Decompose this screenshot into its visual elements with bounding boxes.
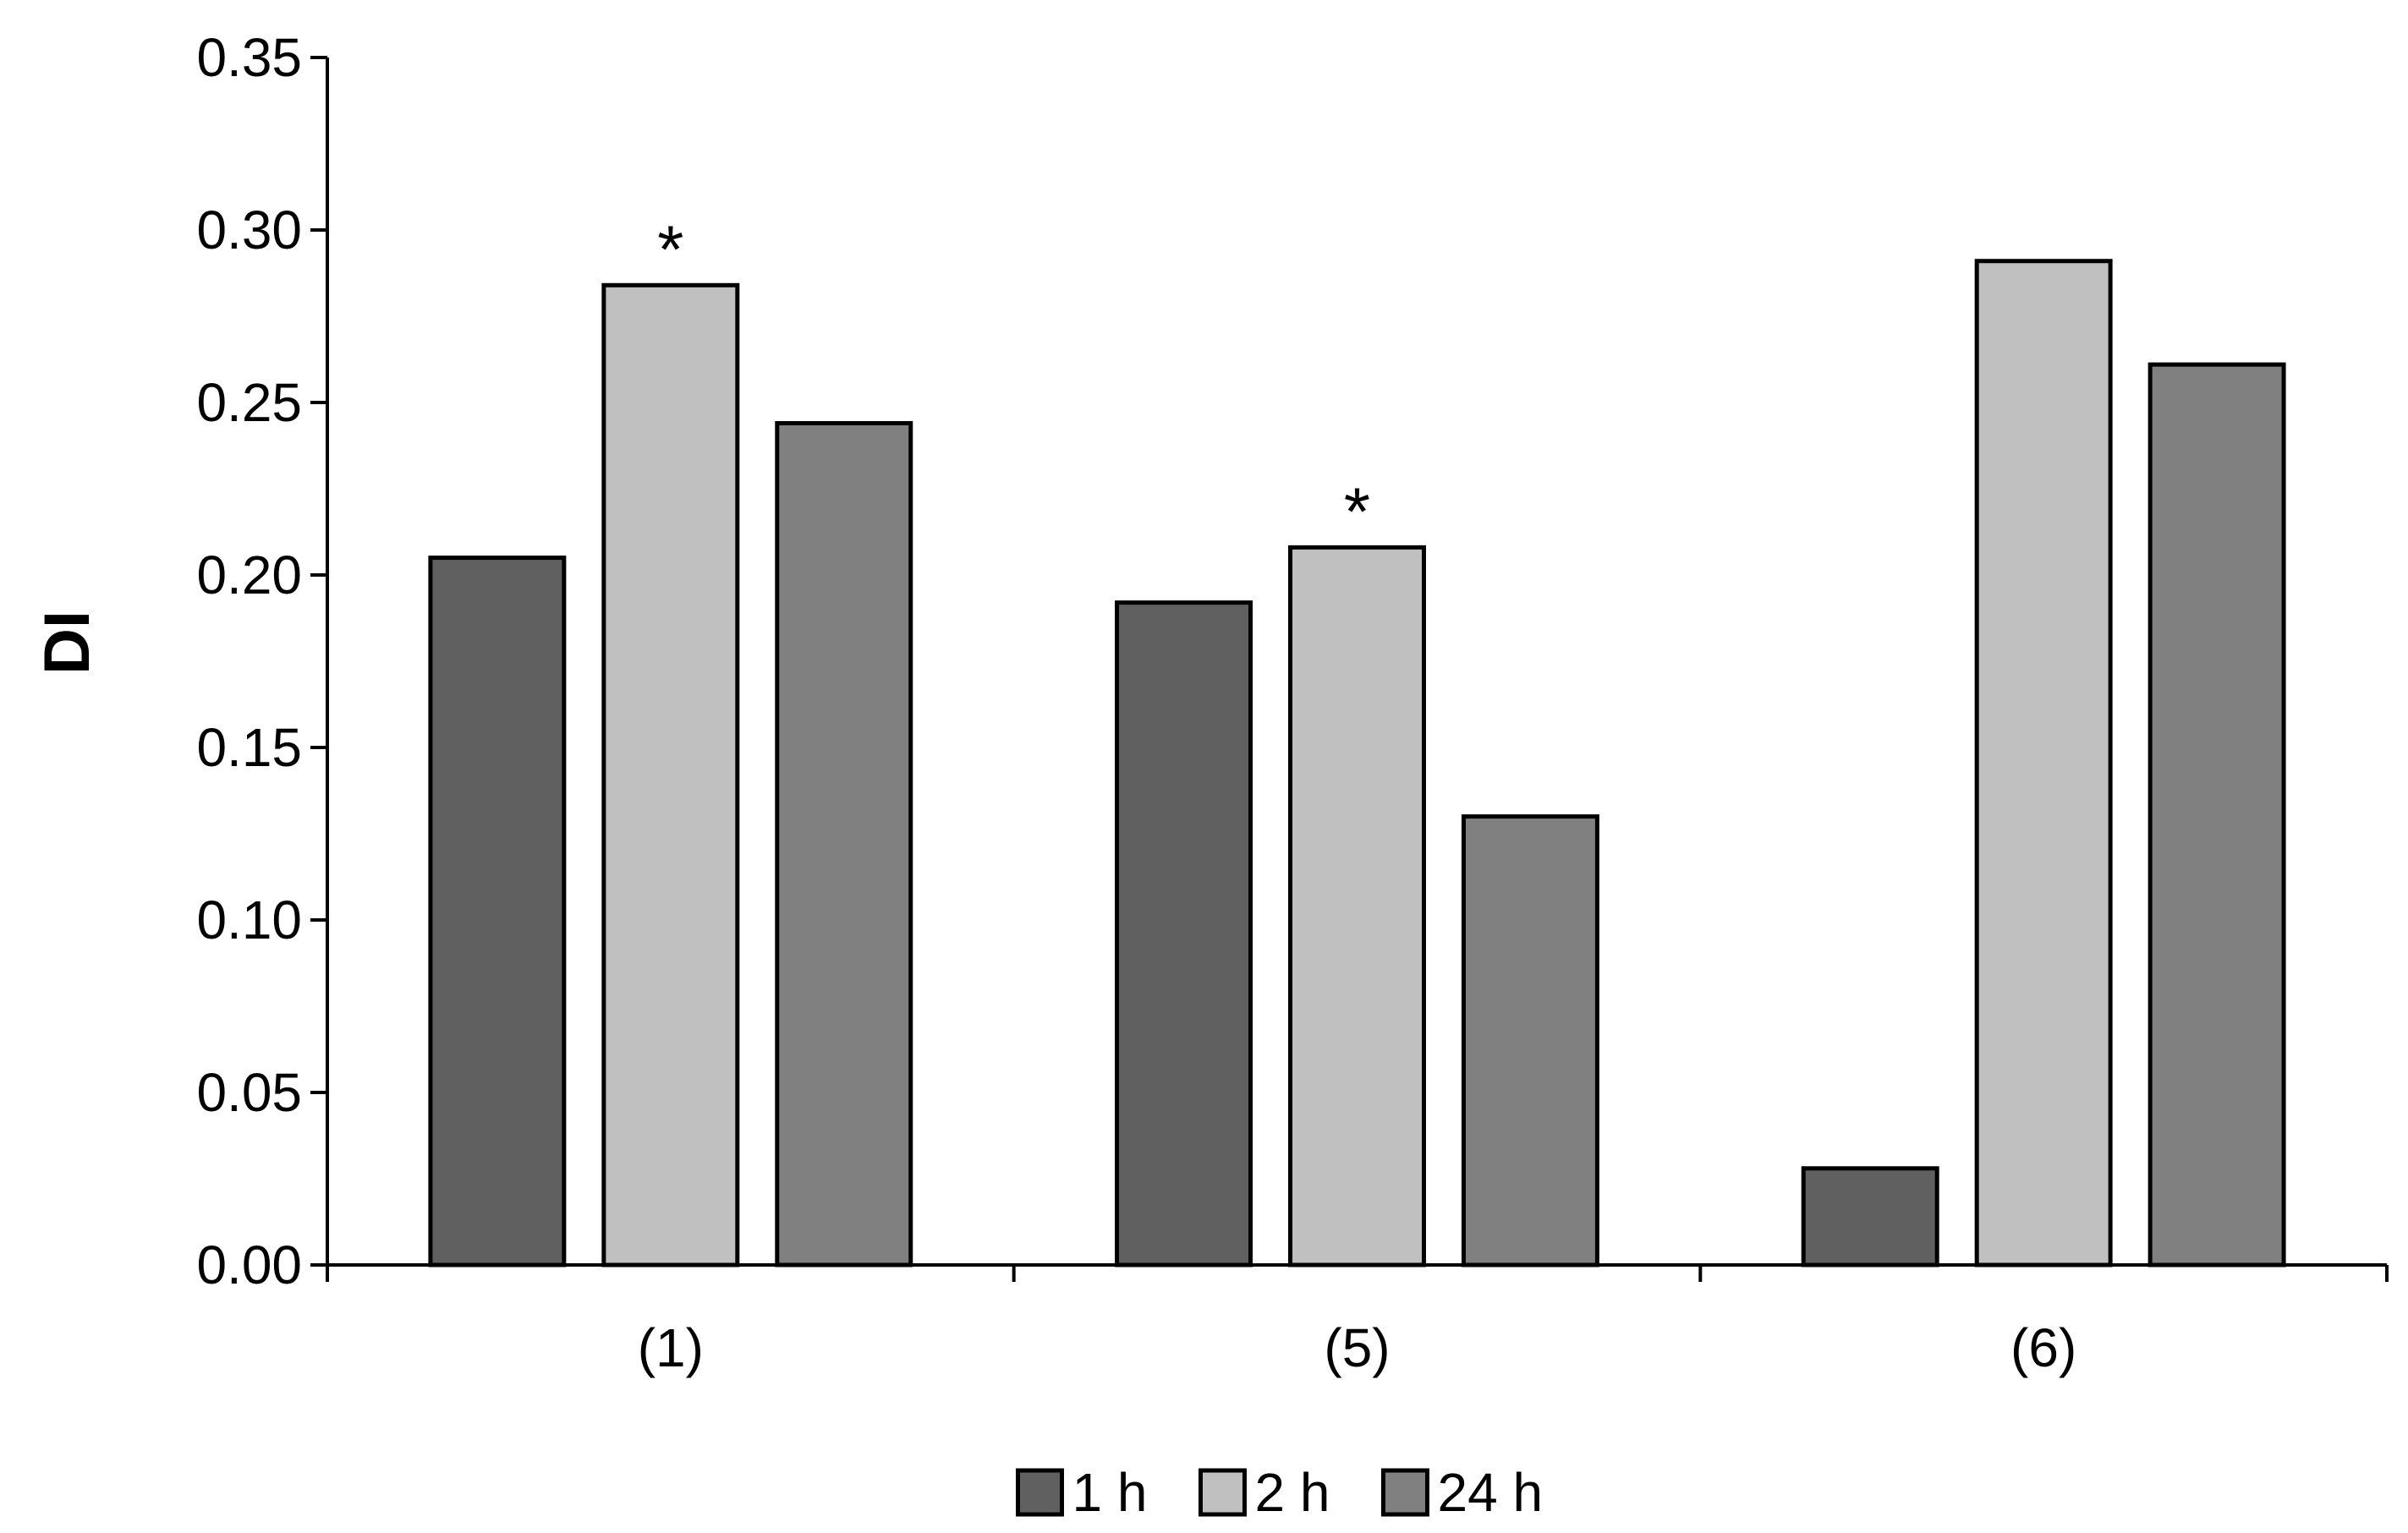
x-category-label: (1)	[638, 1317, 704, 1378]
significance-asterisk: *	[657, 211, 683, 287]
legend-label: 2 h	[1255, 1462, 1330, 1523]
legend-swatch	[1381, 1468, 1429, 1517]
bars	[428, 259, 2286, 1267]
bar	[1801, 1166, 1939, 1267]
y-axis-title: DI	[31, 610, 103, 675]
legend-swatch	[1016, 1468, 1064, 1517]
bar	[2147, 362, 2286, 1267]
y-tick-label: 0.25	[196, 372, 302, 433]
bar	[601, 282, 740, 1267]
bar	[1288, 545, 1426, 1267]
legend: 1 h 2 h 24 h	[1016, 1462, 1544, 1523]
y-tick-label: 0.30	[196, 200, 302, 260]
bar	[1974, 259, 2113, 1267]
legend-label: 1 h	[1072, 1462, 1148, 1523]
annotations: **	[657, 211, 1370, 549]
x-axis: (1) (5) (6)	[326, 1263, 2389, 1378]
bar	[1461, 814, 1599, 1267]
x-category-label: (6)	[2010, 1317, 2076, 1378]
bar	[1115, 600, 1253, 1267]
significance-asterisk: *	[1344, 474, 1370, 549]
y-tick-label: 0.00	[196, 1235, 302, 1295]
bar	[775, 420, 913, 1267]
y-tick-label: 0.10	[196, 890, 302, 950]
y-tick-label: 0.20	[196, 545, 302, 605]
legend-label: 24 h	[1438, 1462, 1544, 1523]
x-category-label: (5)	[1324, 1317, 1390, 1378]
legend-swatch	[1199, 1468, 1247, 1517]
y-tick-label: 0.15	[196, 717, 302, 778]
y-axis: 0.00 0.05 0.10 0.15 0.20 0.25 0.30 0.35	[196, 27, 329, 1295]
bar	[428, 556, 567, 1267]
y-tick-label: 0.35	[196, 27, 302, 88]
y-tick-label: 0.05	[196, 1062, 302, 1123]
